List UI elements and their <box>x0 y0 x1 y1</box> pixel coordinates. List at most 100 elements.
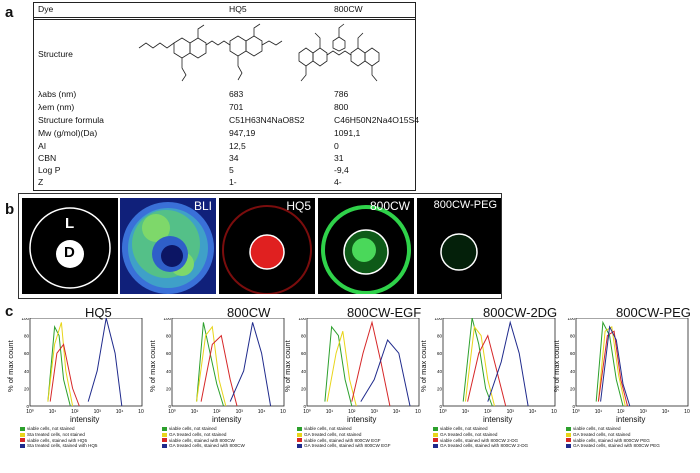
x-tick-label: 10⁴ <box>662 409 670 415</box>
legend-label: GA treated cells, not stained <box>304 431 362 437</box>
histogram-title-1: 800CW <box>227 305 271 320</box>
histogram-title-0: HQ5 <box>85 305 112 320</box>
series-line-1 <box>464 325 495 407</box>
legend-swatch <box>566 426 571 431</box>
y-tick-label: 60 <box>437 351 443 356</box>
label-l: L <box>65 215 75 232</box>
x-tick-label: 10² <box>484 409 492 415</box>
legend-item: GA treated cells, stained with 800CW PEG <box>566 443 660 449</box>
x-tick-label: 10¹ <box>49 409 57 415</box>
y-tick-label: 20 <box>570 386 576 391</box>
x-tick-label: 10¹ <box>326 409 334 415</box>
legend-label: Sta treated cells, stained with HQ5 <box>27 443 98 449</box>
legend-item: GA treated cells, not stained <box>297 432 391 438</box>
plot-frame <box>306 318 420 407</box>
x-tick-label: 10³ <box>94 409 102 415</box>
panel-label-a: a <box>5 4 14 21</box>
legend-swatch <box>162 426 167 431</box>
series-line-2 <box>467 334 507 407</box>
histogram-3: 0 20 40 60 80 100 10⁰ 10¹ 10² 10³ 10⁴ 10⁵ <box>434 318 557 415</box>
y-tick-label: 100 <box>434 318 442 321</box>
well-schematic <box>29 207 111 289</box>
y-tick-label: 40 <box>301 369 307 374</box>
row-label-0: λabs (nm) <box>38 89 77 99</box>
legend-item: GA treated cells, stained with 800CW <box>162 443 245 449</box>
legend-swatch <box>433 432 438 437</box>
legend-label: viable cells, not stained <box>27 426 75 431</box>
y-tick-label: 80 <box>166 334 172 339</box>
y-tick-label: 20 <box>166 386 172 391</box>
series-line-0 <box>595 320 624 407</box>
table-header: Dye HQ5 800CW <box>34 3 415 20</box>
hq5-image-title: HQ5 <box>286 199 311 213</box>
legend-swatch <box>20 438 25 443</box>
x-tick-label: 10² <box>348 409 356 415</box>
plot-frame <box>171 318 285 407</box>
legend-item: viable cells, stained with 800CW PEG <box>566 438 660 444</box>
histogram-title-4: 800CW-PEG <box>616 305 691 320</box>
800cw-image: 800CW <box>318 198 414 294</box>
series-line-1 <box>47 322 74 407</box>
legend-item: viable cells, stained with 800CW 2-DG <box>433 438 528 444</box>
histogram-legend-4: viable cells, not stained GA treated cell… <box>566 426 660 449</box>
legend-swatch <box>433 426 438 431</box>
plot-frame <box>29 318 143 407</box>
series-line-0 <box>324 325 353 407</box>
legend-swatch <box>566 438 571 443</box>
x-tick-label: 10³ <box>640 409 648 415</box>
series-line-2 <box>49 343 80 407</box>
y-tick-label: 20 <box>437 386 443 391</box>
y-tick-label: 80 <box>437 334 443 339</box>
y-tick-label: 60 <box>570 351 576 356</box>
header-800cw: 800CW <box>334 4 363 14</box>
series-line-3 <box>87 318 123 407</box>
legend-label: viable cells, not stained <box>573 426 621 431</box>
panel-label-b: b <box>5 201 15 218</box>
histogram-legend-1: viable cells, not stained GA treated cell… <box>162 426 245 449</box>
y-tick-label: 80 <box>24 334 30 339</box>
x-tick-label: 10² <box>617 409 625 415</box>
histogram-1: 0 20 40 60 80 100 10⁰ 10¹ 10² 10³ 10⁴ 10⁵ <box>163 318 286 415</box>
plot-frame <box>442 318 556 407</box>
x-axis-label-3: intensity <box>483 415 513 424</box>
x-tick-label: 10⁰ <box>439 409 447 415</box>
legend-swatch <box>433 444 438 449</box>
histogram-2: 0 20 40 60 80 100 10⁰ 10¹ 10² 10³ 10⁴ 10⁵ <box>298 318 421 415</box>
histogram-legend-0: viable cells, not stained Sta treated cel… <box>20 426 97 449</box>
row-cw-0: 786 <box>334 89 349 99</box>
x-tick-label: 10⁴ <box>116 409 124 415</box>
row-cw-1: 800 <box>334 102 349 112</box>
series-line-0 <box>47 325 71 407</box>
label-d: D <box>64 244 75 261</box>
x-axis-label-2: intensity <box>347 415 377 424</box>
x-tick-label: 10² <box>213 409 221 415</box>
800cw-fluorescence <box>321 205 411 294</box>
series-line-1 <box>196 325 227 407</box>
legend-swatch <box>20 432 25 437</box>
legend-item: viable cells, stained with HQ5 <box>20 438 97 444</box>
y-tick-label: 100 <box>21 318 29 321</box>
legend-swatch <box>297 426 302 431</box>
series-line-3 <box>600 325 631 407</box>
y-tick-label: 60 <box>166 351 172 356</box>
x-tick-label: 10⁰ <box>168 409 176 415</box>
x-tick-label: 10⁰ <box>26 409 34 415</box>
row-hq5-2: C51H63N4NaO8S2 <box>229 115 305 125</box>
y-tick-label: 100 <box>567 318 575 321</box>
row-label-6: Log P <box>38 165 61 175</box>
x-axis-label-0: intensity <box>70 415 100 424</box>
legend-label: viable cells, stained with HQ5 <box>27 437 88 443</box>
legend-label: viable cells, not stained <box>440 426 488 431</box>
x-tick-label: 10⁴ <box>393 409 401 415</box>
series-line-3 <box>487 320 529 407</box>
row-cw-7: 4- <box>334 177 342 187</box>
legend-item: viable cells, not stained <box>297 426 391 432</box>
y-axis-label-1: % of max count <box>148 340 157 392</box>
hq5-image: HQ5 <box>219 198 315 294</box>
x-tick-label: 10⁴ <box>258 409 266 415</box>
legend-label: viable cells, stained with 800CW PEG <box>573 437 650 443</box>
800cw-peg-image-title: 800CW-PEG <box>433 199 497 211</box>
legend-item: viable cells, not stained <box>20 426 97 432</box>
x-tick-label: 10⁵ <box>551 409 557 415</box>
legend-item: viable cells, stained with 800CW EGF <box>297 438 391 444</box>
